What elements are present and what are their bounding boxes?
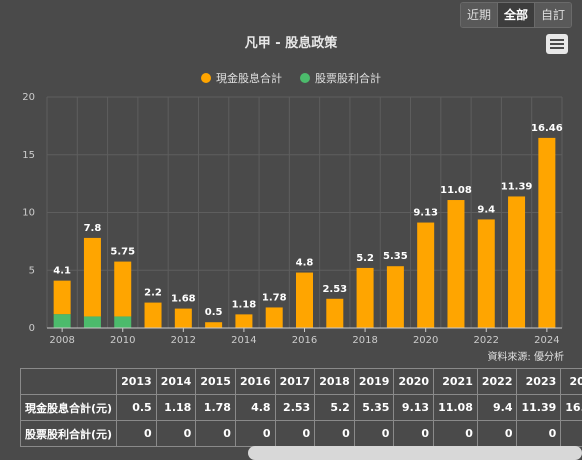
table-year-header: 2023 bbox=[517, 369, 561, 395]
data-label-2024: 16.46 bbox=[531, 123, 563, 134]
bar-cash-2011 bbox=[145, 303, 162, 328]
bar-cash-2020 bbox=[417, 223, 434, 328]
x-tick-label: 2022 bbox=[474, 335, 499, 346]
data-label-2013: 0.5 bbox=[205, 307, 223, 318]
bar-cash-2019 bbox=[387, 266, 404, 328]
bar-cash-2023 bbox=[508, 196, 525, 328]
data-label-2018: 5.2 bbox=[356, 253, 374, 264]
table-year-header: 2019 bbox=[354, 369, 394, 395]
bar-cash-2018 bbox=[357, 268, 374, 328]
table-cell: 1.18 bbox=[156, 395, 196, 421]
table-year-header: 2024 bbox=[561, 369, 582, 395]
x-tick-label: 2010 bbox=[110, 335, 135, 346]
bar-cash-2008 bbox=[54, 281, 71, 314]
table-year-header: 2014 bbox=[156, 369, 196, 395]
table-cell: 0 bbox=[315, 421, 355, 447]
data-label-2008: 4.1 bbox=[53, 266, 71, 277]
data-label-2010: 5.75 bbox=[110, 247, 135, 258]
bar-stock-2008 bbox=[54, 314, 71, 328]
bar-cash-2012 bbox=[175, 309, 192, 328]
x-tick-label: 2012 bbox=[171, 335, 196, 346]
table-cell: 9.4 bbox=[477, 395, 517, 421]
table-cell: 0 bbox=[434, 421, 478, 447]
table-year-header: 2022 bbox=[477, 369, 517, 395]
table-year-header: 2015 bbox=[196, 369, 236, 395]
data-label-2015: 1.78 bbox=[262, 292, 287, 303]
y-tick-label: 10 bbox=[22, 208, 35, 219]
dividend-bar-chart: 0 5 10 15 20 4.1 7.8 5.75 2.2 1.68 0.5 1.18 1.78 4.8 2… bbox=[0, 0, 582, 360]
table-year-header: 2017 bbox=[275, 369, 315, 395]
bar-cash-2013 bbox=[205, 322, 222, 328]
bar-cash-2021 bbox=[447, 200, 464, 328]
table-year-header: 2016 bbox=[235, 369, 275, 395]
data-label-2016: 4.8 bbox=[296, 258, 314, 269]
x-tick-label: 2020 bbox=[413, 335, 438, 346]
bar-stock-2010 bbox=[114, 316, 131, 328]
y-tick-label: 0 bbox=[29, 323, 35, 334]
table-cell: 0 bbox=[235, 421, 275, 447]
bar-stock-2009 bbox=[84, 316, 101, 328]
table-cell: 0 bbox=[156, 421, 196, 447]
x-tick-label: 2016 bbox=[292, 335, 317, 346]
table-corner-cell bbox=[21, 369, 117, 395]
data-label-2012: 1.68 bbox=[171, 294, 196, 305]
table-year-header: 2021 bbox=[434, 369, 478, 395]
table-cell: 11.39 bbox=[517, 395, 561, 421]
x-tick-label: 2018 bbox=[352, 335, 377, 346]
table-cell: 0 bbox=[517, 421, 561, 447]
y-tick-label: 5 bbox=[29, 265, 35, 276]
bar-cash-2010 bbox=[114, 262, 131, 317]
data-label-2014: 1.18 bbox=[232, 299, 257, 310]
x-tick-label: 2014 bbox=[231, 335, 256, 346]
data-label-2020: 9.13 bbox=[413, 208, 438, 219]
table-cell: 0.5 bbox=[117, 395, 157, 421]
table-cell: 1.78 bbox=[196, 395, 236, 421]
table-cell: 5.2 bbox=[315, 395, 355, 421]
table-cell: 5.35 bbox=[354, 395, 394, 421]
data-label-2023: 11.39 bbox=[501, 181, 533, 192]
bar-cash-2024 bbox=[538, 138, 555, 328]
data-label-2009: 7.8 bbox=[84, 223, 102, 234]
data-label-2021: 11.08 bbox=[440, 185, 472, 196]
bar-cash-2014 bbox=[235, 314, 252, 328]
x-tick-label: 2024 bbox=[534, 335, 559, 346]
table-cell: 16.46 bbox=[561, 395, 582, 421]
bar-cash-2009 bbox=[84, 238, 101, 317]
table-cell: 0 bbox=[117, 421, 157, 447]
table-cell: 2.53 bbox=[275, 395, 315, 421]
table-row-label: 現金股息合計(元) bbox=[21, 395, 117, 421]
table-cell: 0 bbox=[354, 421, 394, 447]
bar-cash-2016 bbox=[296, 273, 313, 328]
table-row-label: 股票股利合計(元) bbox=[21, 421, 117, 447]
table-row: 股票股利合計(元)000000000000 bbox=[21, 421, 582, 447]
bar-cash-2017 bbox=[326, 299, 343, 328]
table-cell: 9.13 bbox=[394, 395, 434, 421]
y-tick-label: 20 bbox=[22, 92, 35, 103]
table-cell: 0 bbox=[477, 421, 517, 447]
bar-cash-2022 bbox=[478, 219, 495, 328]
table-cell: 0 bbox=[196, 421, 236, 447]
table-cell: 0 bbox=[275, 421, 315, 447]
table-cell: 11.08 bbox=[434, 395, 478, 421]
table-cell: 0 bbox=[394, 421, 434, 447]
data-label-2022: 9.4 bbox=[477, 204, 495, 215]
data-label-2019: 5.35 bbox=[383, 251, 408, 262]
data-source-note: 資料來源: 優分析 bbox=[487, 348, 564, 363]
data-label-2017: 2.53 bbox=[322, 284, 347, 295]
bar-cash-2015 bbox=[266, 307, 283, 328]
table-cell: 0 bbox=[561, 421, 582, 447]
table-cell: 4.8 bbox=[235, 395, 275, 421]
table-year-header: 2013 bbox=[117, 369, 157, 395]
data-label-2011: 2.2 bbox=[144, 288, 162, 299]
table-year-header: 2020 bbox=[394, 369, 434, 395]
x-tick-label: 2008 bbox=[49, 335, 74, 346]
y-tick-label: 15 bbox=[22, 150, 35, 161]
table-year-header: 2018 bbox=[315, 369, 355, 395]
